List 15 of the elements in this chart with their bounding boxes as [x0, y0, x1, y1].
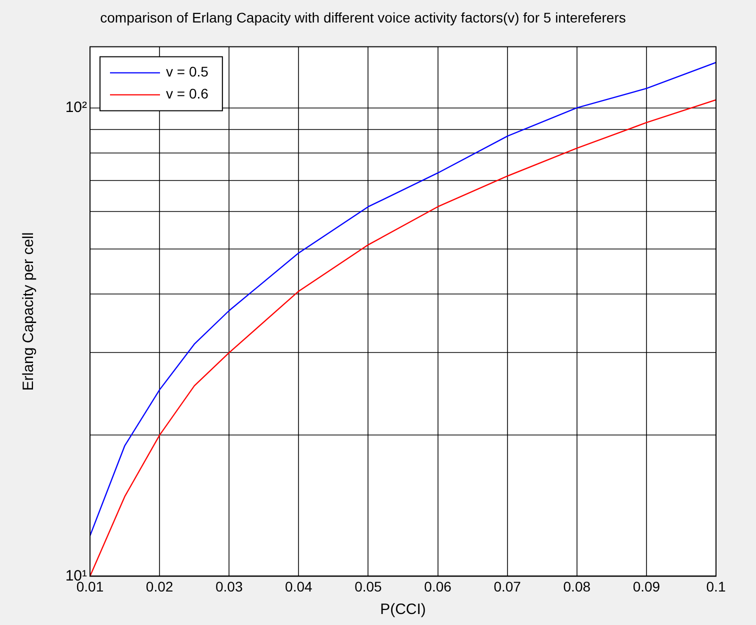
- x-tick-label: 0.06: [424, 578, 452, 594]
- x-tick-label: 0.08: [563, 578, 591, 594]
- x-axis-title: P(CCI): [380, 601, 426, 618]
- chart-title: comparison of Erlang Capacity with different voice activity factors(v) for 5 intereferers: [100, 9, 626, 26]
- legend-label: v = 0.5: [166, 64, 209, 80]
- x-tick-label: 0.02: [146, 578, 174, 594]
- y-axis-title: Erlang Capacity per cell: [20, 232, 38, 391]
- x-tick-label: 0.04: [285, 578, 313, 594]
- x-tick-label: 0.09: [632, 578, 660, 594]
- x-tick-label: 0.05: [354, 578, 382, 594]
- x-tick-label: 0.03: [215, 578, 243, 594]
- legend-label: v = 0.6: [166, 86, 209, 102]
- x-tick-label: 0.07: [494, 578, 522, 594]
- x-tick-label: 0.1: [706, 578, 726, 594]
- y-tick-label: 10²: [65, 98, 87, 116]
